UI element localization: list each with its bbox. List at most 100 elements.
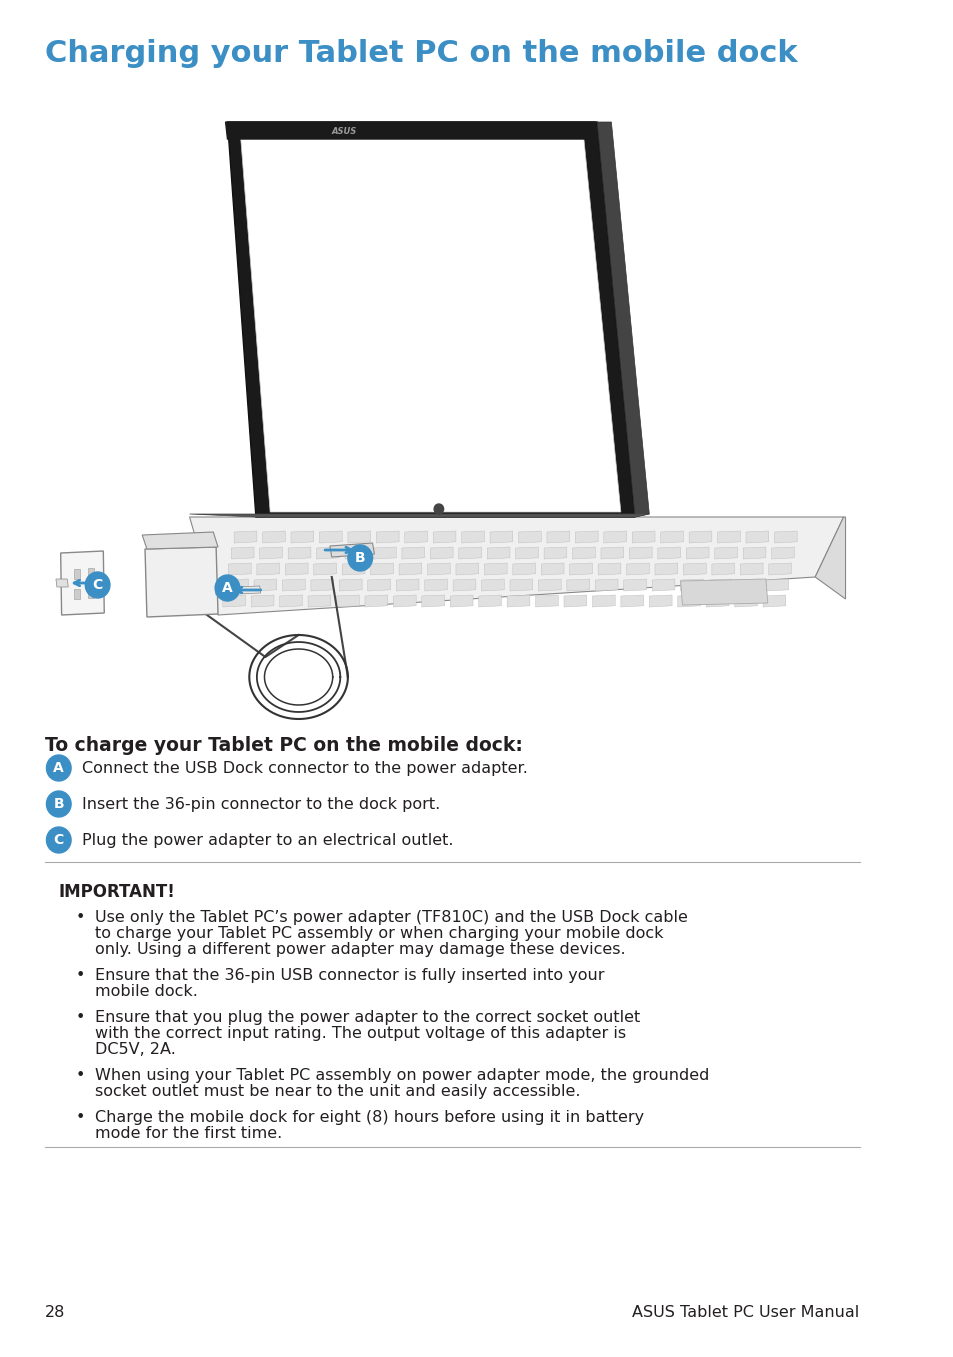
Polygon shape [330, 543, 374, 556]
Polygon shape [711, 563, 734, 575]
Text: ASUS: ASUS [332, 126, 356, 136]
Text: with the correct input rating. The output voltage of this adapter is: with the correct input rating. The outpu… [94, 1026, 625, 1041]
Polygon shape [453, 579, 476, 592]
Polygon shape [595, 579, 618, 592]
Text: only. Using a different power adapter may damage these devices.: only. Using a different power adapter ma… [94, 942, 625, 957]
Polygon shape [262, 531, 285, 543]
Polygon shape [771, 547, 794, 559]
Text: mode for the first time.: mode for the first time. [94, 1126, 282, 1141]
Text: socket outlet must be near to the unit and easily accessible.: socket outlet must be near to the unit a… [94, 1084, 579, 1099]
Polygon shape [430, 547, 453, 559]
Polygon shape [546, 531, 569, 543]
Polygon shape [142, 532, 218, 550]
Polygon shape [61, 551, 104, 615]
Text: B: B [53, 797, 64, 811]
Polygon shape [375, 531, 398, 543]
Text: Charge the mobile dock for eight (8) hours before using it in battery: Charge the mobile dock for eight (8) hou… [94, 1110, 643, 1125]
Polygon shape [190, 514, 649, 517]
Polygon shape [737, 579, 760, 592]
Polygon shape [56, 579, 69, 588]
Polygon shape [815, 517, 844, 598]
Polygon shape [365, 594, 387, 607]
Polygon shape [279, 594, 302, 607]
Polygon shape [600, 547, 623, 559]
Polygon shape [398, 563, 421, 575]
Polygon shape [395, 579, 418, 592]
Polygon shape [484, 563, 507, 575]
Text: 28: 28 [45, 1305, 65, 1320]
Polygon shape [658, 547, 679, 559]
Text: Charging your Tablet PC on the mobile dock: Charging your Tablet PC on the mobile do… [45, 39, 797, 68]
Bar [88, 569, 93, 578]
Polygon shape [291, 531, 314, 543]
Text: ASUS Tablet PC User Manual: ASUS Tablet PC User Manual [632, 1305, 859, 1320]
Polygon shape [540, 563, 563, 575]
Polygon shape [145, 547, 218, 617]
Polygon shape [563, 594, 586, 607]
Polygon shape [623, 579, 646, 592]
Text: B: B [355, 551, 365, 565]
Polygon shape [251, 594, 274, 607]
Polygon shape [516, 547, 537, 559]
Polygon shape [655, 563, 677, 575]
Polygon shape [339, 579, 362, 592]
Text: Plug the power adapter to an electrical outlet.: Plug the power adapter to an electrical … [82, 833, 454, 848]
Polygon shape [231, 547, 253, 559]
Polygon shape [626, 563, 649, 575]
Polygon shape [632, 531, 655, 543]
Polygon shape [535, 594, 558, 607]
Text: •: • [75, 1110, 85, 1125]
Polygon shape [308, 594, 331, 607]
Polygon shape [487, 547, 510, 559]
Polygon shape [481, 579, 504, 592]
Bar [74, 589, 79, 598]
Polygon shape [311, 579, 334, 592]
Polygon shape [490, 531, 513, 543]
Polygon shape [649, 594, 671, 607]
Polygon shape [705, 594, 728, 607]
Polygon shape [513, 563, 535, 575]
Text: •: • [75, 968, 85, 982]
Polygon shape [215, 585, 234, 594]
Polygon shape [603, 531, 626, 543]
Bar [88, 588, 93, 598]
Polygon shape [518, 531, 540, 543]
Polygon shape [740, 563, 762, 575]
Polygon shape [575, 531, 598, 543]
Polygon shape [717, 531, 740, 543]
Text: Connect the USB Dock connector to the power adapter.: Connect the USB Dock connector to the po… [82, 761, 528, 776]
Text: Use only the Tablet PC’s power adapter (TF810C) and the USB Dock cable: Use only the Tablet PC’s power adapter (… [94, 911, 687, 925]
Circle shape [47, 754, 71, 782]
Polygon shape [458, 547, 481, 559]
Text: Insert the 36-pin connector to the dock port.: Insert the 36-pin connector to the dock … [82, 797, 440, 811]
Polygon shape [742, 547, 765, 559]
Circle shape [47, 791, 71, 817]
Text: Ensure that the 36-pin USB connector is fully inserted into your: Ensure that the 36-pin USB connector is … [94, 968, 603, 982]
Polygon shape [456, 563, 478, 575]
Polygon shape [222, 594, 245, 607]
Polygon shape [314, 563, 336, 575]
Circle shape [47, 826, 71, 854]
Polygon shape [282, 579, 305, 592]
Polygon shape [336, 594, 359, 607]
Polygon shape [190, 517, 842, 615]
Text: DC5V, 2A.: DC5V, 2A. [94, 1042, 175, 1057]
Polygon shape [745, 531, 768, 543]
Polygon shape [734, 594, 757, 607]
Text: to charge your Tablet PC assembly or when charging your mobile dock: to charge your Tablet PC assembly or whe… [94, 925, 662, 940]
Circle shape [215, 575, 239, 601]
Text: •: • [75, 1068, 85, 1083]
Circle shape [85, 573, 110, 598]
Polygon shape [368, 579, 390, 592]
Text: mobile dock.: mobile dock. [94, 984, 197, 999]
Polygon shape [510, 579, 532, 592]
Polygon shape [708, 579, 731, 592]
Polygon shape [660, 531, 682, 543]
Text: Ensure that you plug the power adapter to the correct socket outlet: Ensure that you plug the power adapter t… [94, 1010, 639, 1025]
Polygon shape [371, 563, 393, 575]
Polygon shape [569, 563, 592, 575]
Polygon shape [228, 563, 251, 575]
Polygon shape [774, 531, 797, 543]
Polygon shape [433, 531, 456, 543]
Polygon shape [677, 594, 700, 607]
